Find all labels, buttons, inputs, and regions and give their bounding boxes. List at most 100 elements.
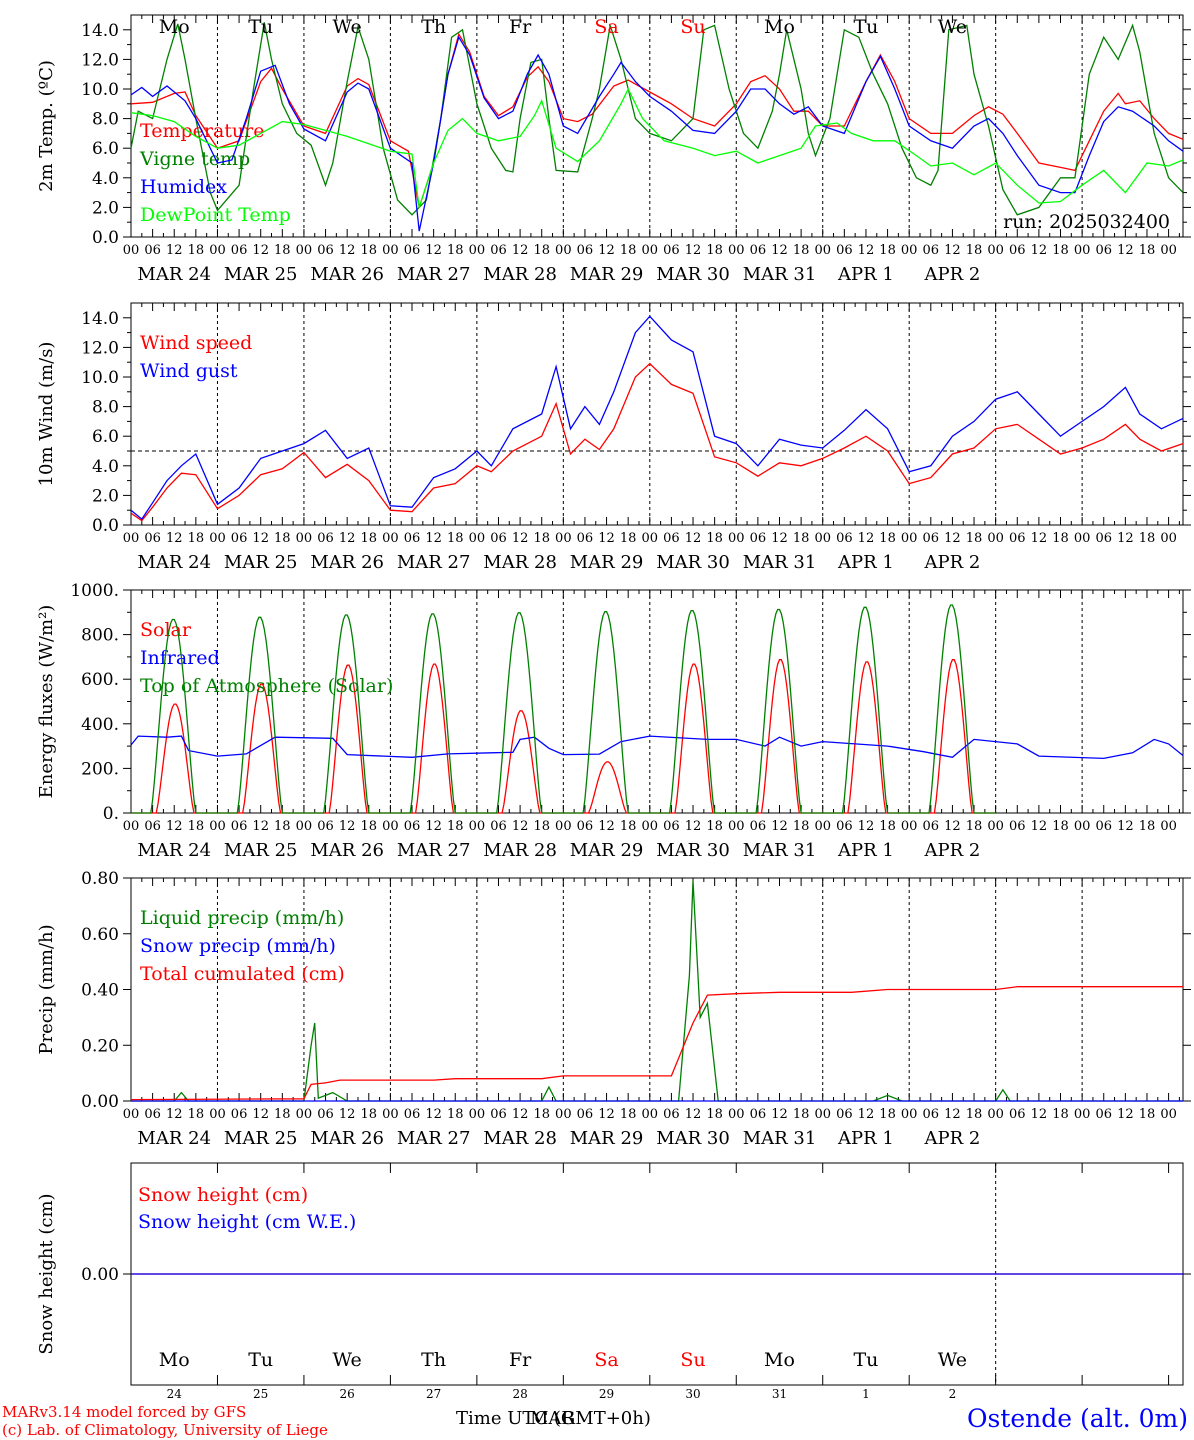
hour-tick-label: 12 xyxy=(1031,243,1048,258)
day-label: MAR 29 xyxy=(570,840,644,861)
weekday-label: Tu xyxy=(248,16,273,38)
hour-tick-label: 12 xyxy=(425,1107,442,1122)
y-tick-label: 2.0 xyxy=(92,486,119,506)
hour-tick-label: 18 xyxy=(274,1107,291,1122)
hour-tick-label: 00 xyxy=(469,1107,486,1122)
y-tick-label: 600. xyxy=(81,670,119,690)
hour-tick-label: 06 xyxy=(923,531,940,546)
weekday-label: Mo xyxy=(764,16,795,38)
plot-frame xyxy=(130,14,1184,238)
hour-tick-label: 18 xyxy=(1139,819,1156,834)
hour-tick-label: 00 xyxy=(1160,531,1177,546)
hour-tick-label: 12 xyxy=(166,1107,183,1122)
hour-tick-label: 06 xyxy=(1009,243,1026,258)
hour-tick-label: 12 xyxy=(944,531,961,546)
weekday-label: Fr xyxy=(509,16,532,38)
hour-tick-label: 00 xyxy=(209,1107,226,1122)
day-number: 28 xyxy=(512,1387,527,1401)
hour-tick-label: 00 xyxy=(987,531,1004,546)
day-label: MAR 28 xyxy=(483,264,557,285)
hour-tick-label: 18 xyxy=(361,1107,378,1122)
hour-tick-label: 00 xyxy=(1074,243,1091,258)
hour-tick-label: 12 xyxy=(858,531,875,546)
series-line xyxy=(130,315,1184,521)
x-axis-month: MAR xyxy=(530,1408,575,1429)
hour-tick-label: 00 xyxy=(642,243,659,258)
hour-tick-label: 12 xyxy=(598,243,615,258)
y-tick-label: 8.0 xyxy=(92,110,119,130)
day-label: MAR 24 xyxy=(137,264,211,285)
hour-tick-label: 06 xyxy=(750,531,767,546)
hour-tick-label: 12 xyxy=(252,1107,269,1122)
hour-tick-label: 12 xyxy=(166,243,183,258)
series-line xyxy=(130,32,1184,208)
series-line xyxy=(130,35,1184,232)
day-label: MAR 28 xyxy=(483,552,557,573)
day-label: MAR 28 xyxy=(483,1128,557,1149)
hour-tick-label: 00 xyxy=(123,819,140,834)
hour-tick-label: 00 xyxy=(123,1107,140,1122)
day-label: APR 2 xyxy=(924,552,981,573)
hour-tick-label: 06 xyxy=(144,819,161,834)
weekday-label: Sa xyxy=(594,16,618,38)
y-tick-label: 4.0 xyxy=(92,457,119,477)
hour-tick-label: 06 xyxy=(404,1107,421,1122)
hour-tick-label: 06 xyxy=(1009,1107,1026,1122)
hour-tick-label: 06 xyxy=(1009,819,1026,834)
y-tick-label: 12.0 xyxy=(81,338,119,358)
hour-tick-label: 06 xyxy=(231,819,248,834)
hour-tick-label: 18 xyxy=(447,243,464,258)
hour-tick-label: 12 xyxy=(944,243,961,258)
hour-tick-label: 18 xyxy=(1052,1107,1069,1122)
day-label: APR 1 xyxy=(837,264,894,285)
day-number: 31 xyxy=(772,1387,787,1401)
hour-tick-label: 06 xyxy=(144,531,161,546)
hour-tick-label: 12 xyxy=(771,819,788,834)
day-label: MAR 25 xyxy=(224,1128,298,1149)
station-name: Ostende (alt. 0m) xyxy=(967,1404,1188,1433)
hour-tick-label: 00 xyxy=(555,1107,572,1122)
y-tick-label: 2.0 xyxy=(92,198,119,218)
day-label: APR 1 xyxy=(837,840,894,861)
hour-tick-label: 00 xyxy=(901,531,918,546)
weekday-label: We xyxy=(333,1349,362,1371)
hour-tick-label: 06 xyxy=(577,819,594,834)
legend-entry: Solar xyxy=(140,619,192,641)
hour-tick-label: 18 xyxy=(447,531,464,546)
weekday-label: Sa xyxy=(594,1349,618,1371)
hour-tick-label: 00 xyxy=(987,1107,1004,1122)
hour-tick-label: 18 xyxy=(620,819,637,834)
hour-tick-label: 06 xyxy=(836,819,853,834)
series-line xyxy=(131,604,996,814)
hour-tick-label: 00 xyxy=(209,819,226,834)
hour-tick-label: 00 xyxy=(555,243,572,258)
legend-entry: Snow precip (mm/h) xyxy=(140,935,336,957)
day-label: MAR 26 xyxy=(310,840,384,861)
hour-tick-label: 12 xyxy=(425,243,442,258)
y-tick-label: 6.0 xyxy=(92,139,119,159)
day-label: APR 1 xyxy=(837,1128,894,1149)
hour-tick-label: 18 xyxy=(361,243,378,258)
weekday-label: We xyxy=(333,16,362,38)
hour-tick-label: 00 xyxy=(469,531,486,546)
hour-tick-label: 06 xyxy=(923,243,940,258)
y-tick-label: 1000. xyxy=(70,581,119,601)
y-tick-label: 10.0 xyxy=(81,368,119,388)
x-axis-title: Time UTC (GMT+0h) xyxy=(456,1408,651,1429)
hour-tick-label: 06 xyxy=(144,243,161,258)
hour-tick-label: 06 xyxy=(317,1107,334,1122)
legend-entry: Total cumulated (cm) xyxy=(140,963,345,985)
y-tick-label: 0.00 xyxy=(81,1265,119,1285)
weekday-label: Mo xyxy=(764,1349,795,1371)
hour-tick-label: 12 xyxy=(685,531,702,546)
hour-tick-label: 00 xyxy=(814,243,831,258)
hour-tick-label: 12 xyxy=(1031,819,1048,834)
day-label: MAR 24 xyxy=(137,1128,211,1149)
hour-tick-label: 12 xyxy=(771,1107,788,1122)
hour-tick-label: 00 xyxy=(1160,243,1177,258)
day-label: MAR 28 xyxy=(483,840,557,861)
hour-tick-label: 06 xyxy=(490,531,507,546)
hour-tick-label: 18 xyxy=(533,819,550,834)
hour-tick-label: 18 xyxy=(966,819,983,834)
